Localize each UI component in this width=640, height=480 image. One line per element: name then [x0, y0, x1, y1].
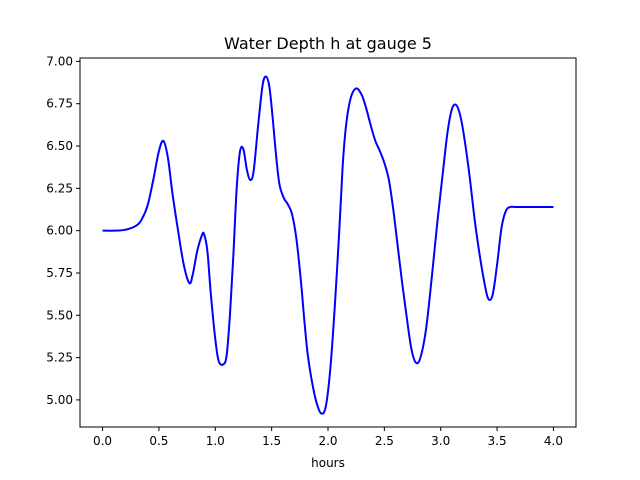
x-tick-label: 2.0 [318, 434, 337, 448]
plot-area-frame [79, 57, 577, 428]
y-tick-label: 5.00 [46, 393, 73, 407]
y-tick-label: 6.50 [46, 139, 73, 153]
x-tick-label: 0.5 [149, 434, 168, 448]
x-tick-label: 0.0 [93, 434, 112, 448]
y-tick-label: 6.25 [46, 181, 73, 195]
y-tick-label: 5.25 [46, 351, 73, 365]
x-tick-label: 3.5 [488, 434, 507, 448]
x-tick-label: 3.0 [431, 434, 450, 448]
x-axis-label: hours [311, 456, 345, 470]
y-tick-label: 6.75 [46, 97, 73, 111]
x-axis: 0.0 0.5 1.0 1.5 2.0 2.5 3.0 3.5 4.0 [93, 427, 563, 448]
y-tick-label: 7.00 [46, 54, 73, 68]
y-tick-label: 5.75 [46, 266, 73, 280]
x-tick-label: 1.0 [206, 434, 225, 448]
y-tick-label: 6.00 [46, 224, 73, 238]
y-axis: 5.00 5.25 5.50 5.75 6.00 6.25 6.50 6.75 7.00 [46, 54, 80, 407]
x-tick-label: 4.0 [544, 434, 563, 448]
x-tick-label: 1.5 [262, 434, 281, 448]
chart-title: Water Depth h at gauge 5 [224, 34, 432, 53]
y-tick-label: 5.50 [46, 308, 73, 322]
x-tick-label: 2.5 [375, 434, 394, 448]
series-line [102, 75, 554, 415]
